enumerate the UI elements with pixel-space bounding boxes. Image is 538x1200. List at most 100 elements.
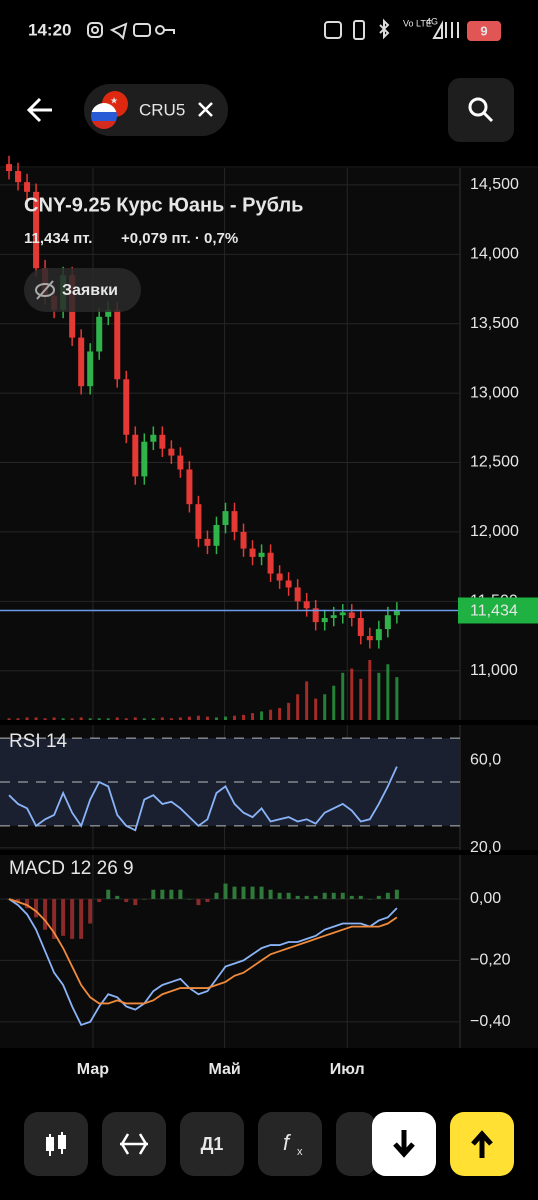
histogram-bar (25, 898, 30, 909)
candle-body (339, 612, 346, 616)
candle-body (159, 434, 166, 449)
x-tick-label: Май (208, 1061, 240, 1078)
histogram-bar (205, 898, 210, 903)
volume-bar (323, 694, 327, 720)
candle-body (204, 538, 211, 546)
histogram-bar (160, 889, 165, 899)
volume-bar (115, 717, 119, 720)
histogram-bar (286, 892, 291, 899)
histogram-bar (61, 898, 66, 936)
volume-bar (314, 698, 318, 720)
search-icon (468, 97, 494, 123)
close-ticker[interactable] (198, 102, 213, 117)
volume-bar (151, 718, 155, 720)
histogram-bar (115, 895, 120, 899)
macd-title: MACD 12 26 9 (9, 858, 134, 879)
volume-bar (43, 718, 47, 720)
histogram-bar (340, 892, 345, 899)
candle-body (141, 441, 148, 477)
volume-bar (269, 709, 273, 720)
volume-bar (386, 664, 390, 720)
toolbar: Д1 f x (24, 1112, 514, 1176)
histogram-bar (16, 898, 21, 903)
candle-body (24, 182, 31, 192)
candle-body (258, 552, 265, 557)
candle-body (357, 617, 364, 637)
volume-bar (214, 717, 218, 720)
histogram-bar (70, 898, 75, 939)
volume-bar (97, 718, 101, 720)
search-button[interactable] (448, 78, 514, 142)
volume-bar (169, 718, 173, 720)
battery (467, 21, 501, 41)
candle-body (222, 511, 229, 525)
histogram-bar (376, 895, 381, 899)
histogram-bar (187, 898, 192, 900)
candle-body (78, 337, 85, 387)
functions-button[interactable] (258, 1112, 322, 1176)
orders-button[interactable] (24, 268, 141, 312)
histogram-bar (277, 892, 282, 899)
volume-bar (142, 718, 146, 720)
histogram-bar (259, 886, 264, 899)
candle-body (123, 379, 130, 435)
histogram-bar (322, 892, 327, 899)
volume-bar (395, 677, 399, 720)
x-tick-label: Июл (330, 1061, 365, 1078)
candle-body (213, 524, 220, 546)
last-price-tag (458, 597, 538, 624)
volume-bar (233, 715, 237, 720)
volume-bar (205, 716, 209, 720)
volume-bar (377, 672, 381, 720)
histogram-bar (88, 898, 93, 924)
histogram-bar (151, 889, 156, 899)
candle-body (195, 504, 202, 539)
more-button[interactable] (336, 1112, 376, 1176)
sell-icon (393, 1130, 415, 1158)
volume-bar (25, 717, 29, 720)
candle-body (294, 587, 301, 602)
candle-body (168, 448, 175, 456)
candle-body (231, 511, 238, 532)
histogram-bar (178, 889, 183, 899)
instrument-title: CNY-9.25 Курс Юань - Рубль (24, 194, 303, 216)
candle-body (285, 580, 292, 588)
rsi-band (0, 738, 460, 826)
candle-body (267, 552, 274, 574)
ticker: CRU5 (139, 100, 185, 119)
volume-bar (106, 718, 110, 720)
candle-body (384, 615, 391, 630)
functions-icon-x: x (297, 1146, 303, 1158)
y-tick-label: −0,20 (470, 952, 511, 969)
volume-bar (350, 668, 354, 720)
rsi-line (8, 766, 398, 832)
candles-button[interactable] (24, 1112, 88, 1176)
flag-star: ★ (110, 95, 118, 105)
candle-body (393, 610, 400, 616)
volume-bar (332, 685, 336, 720)
y-tick-label: 12,000 (470, 523, 519, 540)
macd-line (8, 898, 398, 1027)
candle-body (240, 531, 247, 549)
y-tick-label: 13,000 (470, 384, 519, 401)
candle-body (114, 309, 121, 380)
histogram-bar (385, 892, 390, 899)
back-button[interactable] (26, 97, 52, 123)
y-tick-label: 12,500 (470, 454, 519, 471)
volume-bar (341, 672, 345, 720)
histogram-bar (133, 898, 138, 906)
volume-bar (196, 715, 200, 720)
candle-body (276, 573, 283, 581)
volume-bar (305, 681, 309, 720)
histogram-bar (250, 886, 255, 899)
battery-level: 9 (480, 23, 487, 38)
histogram-bar (79, 898, 84, 939)
candle-body (321, 617, 328, 623)
panel-bg (0, 855, 538, 1048)
period-button[interactable] (180, 1112, 244, 1176)
y-tick-label: 20,0 (470, 839, 501, 856)
histogram-bar (169, 889, 174, 899)
histogram-bar (367, 898, 372, 900)
y-tick-label: 60,0 (470, 751, 501, 768)
